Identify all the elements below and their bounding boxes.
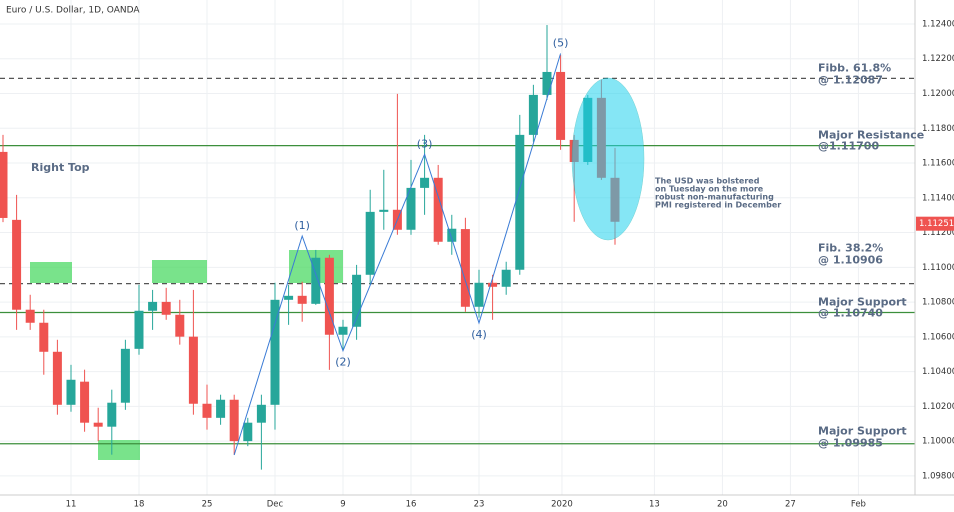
level-label: @ 1.12087 <box>818 73 883 86</box>
candle-body <box>256 404 266 423</box>
level-label: Major Resistance <box>818 129 924 142</box>
level-label: Fib. 38.2% <box>818 242 883 255</box>
candle-body <box>311 257 321 304</box>
y-tick-label: 1.10600 <box>922 332 954 342</box>
candle-body <box>447 228 457 242</box>
level-label: @1.11700 <box>818 140 879 153</box>
x-tick-label: 25 <box>202 500 213 510</box>
candle-body <box>134 310 144 349</box>
candle-body <box>406 187 416 230</box>
note-line: robust non-manufacturing <box>655 193 774 202</box>
candle-body <box>365 211 375 275</box>
candle-body <box>270 299 280 405</box>
highlight-box <box>30 262 72 283</box>
wave-label: (5) <box>553 37 569 50</box>
candle-body <box>93 422 103 427</box>
highlight-box <box>98 440 140 460</box>
candle-body <box>243 422 253 442</box>
candle-body <box>324 257 334 335</box>
candle-body <box>488 282 498 287</box>
wave: (1) (2) (3) (4) (5) <box>233 37 569 456</box>
x-tick-label: 13 <box>649 500 660 510</box>
candle-body <box>52 351 62 405</box>
candle-body <box>379 209 389 212</box>
candle-body <box>528 94 538 135</box>
x-tick-label: 20 <box>717 500 728 510</box>
y-tick-label: 1.11600 <box>922 159 954 169</box>
candle-body <box>0 151 8 218</box>
candle-body <box>352 274 362 327</box>
level-label: @ 1.10906 <box>818 254 883 267</box>
candle-body <box>515 134 525 270</box>
x-tick-label: 27 <box>785 500 796 510</box>
wave-label: (3) <box>417 137 433 150</box>
y-tick-label: 1.10000 <box>922 437 954 447</box>
y-tick-label: 1.12200 <box>922 54 954 64</box>
level-label: @ 1.10740 <box>818 307 883 320</box>
x-tick-label: 9 <box>340 500 345 510</box>
x-tick-label: Feb <box>851 500 866 510</box>
chart-title: Euro / U.S. Dollar, 1D, OANDA <box>6 6 140 16</box>
y-tick-label: 1.12000 <box>922 89 954 99</box>
candle-body <box>460 229 470 307</box>
candle-body <box>338 326 348 335</box>
candle-body <box>120 348 130 403</box>
candle-body <box>39 322 49 352</box>
level-label: Major Support <box>818 425 907 438</box>
last-price-box <box>916 216 954 231</box>
y-tick-label: 1.11000 <box>922 263 954 273</box>
candle-body <box>188 336 198 404</box>
x-tick-label: 16 <box>406 500 417 510</box>
x-tick-label: Dec <box>267 500 284 510</box>
x-tick-label: 23 <box>474 500 485 510</box>
candle-body <box>161 301 171 315</box>
annotation: Right Top <box>31 161 90 174</box>
level-label: Fibb. 61.8% <box>818 61 891 74</box>
note-line: The USD was bolstered <box>655 177 760 186</box>
candle-body <box>25 309 35 323</box>
candle-body <box>501 269 511 287</box>
note-line: on Tuesday on the more <box>655 185 764 194</box>
y-tick-label: 1.11800 <box>922 124 954 134</box>
candle-body <box>12 219 22 310</box>
candle-body <box>433 177 443 242</box>
wave-label: (4) <box>471 328 487 341</box>
y-tick-label: 1.10400 <box>922 367 954 377</box>
y-tick-label: 1.10800 <box>922 298 954 308</box>
candle-body <box>202 403 212 418</box>
candle-body <box>216 399 226 418</box>
highlight-ellipse <box>571 77 645 241</box>
candle-body <box>556 71 566 140</box>
x-tick-label: 11 <box>66 500 77 510</box>
level-label: Major Support <box>818 296 907 309</box>
note-line: PMI registered in December <box>655 201 781 210</box>
wave-label: (1) <box>294 219 310 232</box>
last-price-label: 1.11251 <box>919 219 954 229</box>
wave-line <box>233 53 562 456</box>
candle-body <box>148 301 158 311</box>
y-tick-label: 1.09800 <box>922 471 954 481</box>
candle-body <box>229 399 239 442</box>
candle-body <box>80 381 90 423</box>
candle-body <box>66 379 76 405</box>
candle-body <box>175 314 185 337</box>
y-tick-label: 1.10200 <box>922 402 954 412</box>
candle-body <box>542 71 552 95</box>
candle-body <box>284 295 294 300</box>
wave-label: (2) <box>335 356 351 369</box>
candle-body <box>474 282 484 307</box>
x-tick-label: 18 <box>134 500 145 510</box>
y-tick-label: 1.12400 <box>922 19 954 29</box>
level-label: @ 1.09985 <box>818 437 883 450</box>
y-tick-label: 1.11200 <box>922 228 954 238</box>
x-tick-label: 2020 <box>551 500 573 510</box>
candle-body <box>297 295 307 304</box>
candle-body <box>420 177 430 188</box>
highlight-box <box>152 260 207 283</box>
candle-body <box>107 402 117 427</box>
y-tick-label: 1.11400 <box>922 193 954 203</box>
